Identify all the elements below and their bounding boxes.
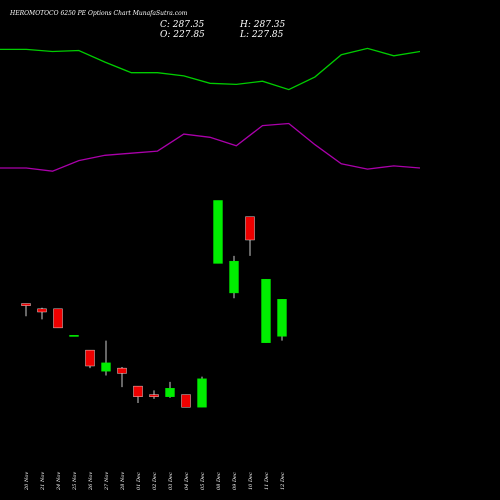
candle-body [21, 303, 31, 306]
candle-body [69, 335, 79, 337]
candle-body [101, 362, 111, 372]
candle-body [277, 299, 287, 337]
x-tick-label: 10 Dec [248, 472, 254, 490]
candle-body [213, 200, 223, 264]
ohlc-close-value: 287.35 [172, 20, 205, 30]
candle-body [197, 378, 207, 408]
chart-title: HEROMOTOCO 6250 PE Options Chart MunafaS… [10, 10, 188, 17]
candle-body [85, 349, 95, 367]
magenta-indicator-line [0, 122, 421, 172]
candle-body [149, 394, 159, 397]
ohlc-low-label: L: [240, 30, 250, 40]
candle-body [245, 216, 255, 241]
x-tick-label: 04 Dec [184, 472, 190, 490]
x-tick-label: 25 Nov [72, 472, 78, 491]
x-tick-label: 20 Nov [24, 472, 30, 491]
ohlc-high-value: 287.35 [253, 20, 286, 30]
ohlc-open: O: 227.85 [160, 30, 205, 40]
x-tick-label: 21 Nov [40, 472, 46, 491]
ohlc-open-label: O: [160, 30, 171, 40]
x-tick-label: 05 Dec [200, 472, 206, 490]
candle-body [165, 388, 175, 397]
x-tick-label: 09 Dec [232, 472, 238, 490]
x-tick-label: 08 Dec [216, 472, 222, 490]
candle-body [181, 394, 191, 408]
candle-body [117, 367, 127, 374]
x-tick-label: 24 Nov [56, 472, 62, 491]
candle-body [133, 385, 143, 397]
candle-body [37, 308, 47, 313]
x-tick-label: 03 Dec [168, 472, 174, 490]
x-tick-label: 01 Dec [136, 472, 142, 490]
ohlc-close-label: C: [160, 20, 170, 30]
ohlc-close: C: 287.35 [160, 20, 204, 30]
ohlc-open-value: 227.85 [173, 30, 205, 40]
candle-body [53, 308, 63, 329]
ohlc-high-label: H: [240, 20, 251, 30]
x-tick-label: 26 Nov [88, 472, 94, 491]
ohlc-high: H: 287.35 [240, 20, 285, 30]
ohlc-low: L: 227.85 [240, 30, 283, 40]
x-tick-label: 12 Dec [280, 472, 286, 490]
x-tick-label: 02 Dec [152, 472, 158, 490]
candle-body [261, 278, 271, 343]
x-tick-label: 28 Nov [120, 472, 126, 491]
ohlc-low-value: 227.85 [251, 30, 284, 40]
green-indicator-line [0, 47, 421, 91]
x-tick-label: 27 Nov [104, 472, 110, 491]
x-tick-label: 11 Dec [264, 472, 270, 490]
candle-body [229, 260, 239, 294]
